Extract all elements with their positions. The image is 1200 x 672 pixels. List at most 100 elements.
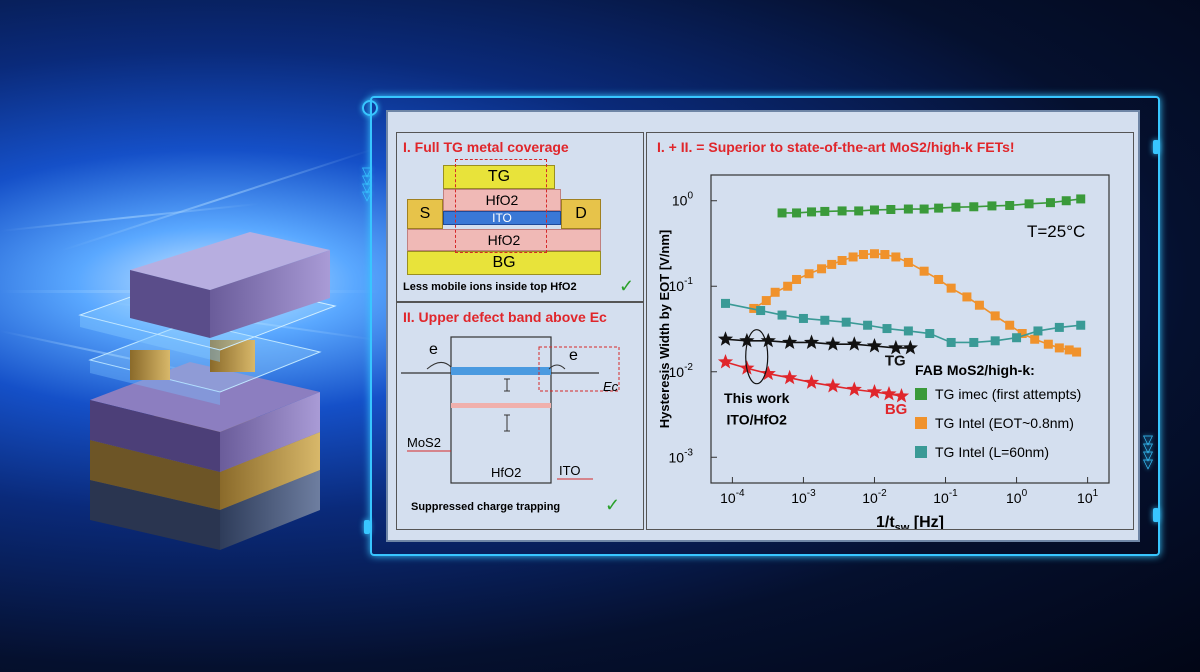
x-axis-label: 1/tsw [Hz] [876,514,944,529]
series-line [753,252,1077,353]
electron-left-label: e [429,341,438,358]
data-point [1076,320,1086,330]
data-point-star [717,331,734,346]
frame-accent-right-bottom [1153,508,1159,522]
data-point [1017,329,1027,339]
drain-contact: D [561,199,601,229]
data-point [903,257,913,267]
legend-title: FAB MoS2/high-k: [915,362,1035,378]
hfo2-label: HfO2 [491,465,522,480]
data-point [1076,194,1086,204]
data-point [969,202,979,212]
legend-entry: TG Intel (L=60nm) [935,444,1049,460]
data-point [848,252,858,262]
hysteresis-chart: 10-4 10-3 10-2 10-1 100 101 10-3 10-2 10-1 100 1/t… [657,174,1110,529]
data-point [974,300,984,310]
data-point [1045,198,1055,208]
data-point [837,206,847,216]
data-point-star [902,339,918,355]
legend-entry: TG imec (first attempts) [935,386,1081,402]
frame-accent-left-bottom [364,520,370,534]
section-1: I. Full TG metal coverage TG HfO2 S D IT… [396,132,644,302]
data-point [1005,200,1015,210]
data-point [1033,326,1043,336]
x-tick-label: 10-3 [791,488,816,506]
data-point [1064,345,1074,355]
data-point [969,337,979,347]
data-point [919,266,929,276]
data-point [783,281,793,291]
data-point [858,250,868,260]
data-point [721,298,731,308]
source-contact: S [407,199,443,229]
data-point [1072,347,1082,357]
data-point [1054,322,1064,332]
y-tick-label: 100 [672,191,694,209]
data-point [919,204,929,214]
data-point [1005,320,1015,330]
check-icon: ✓ [605,495,621,515]
data-point [756,306,766,316]
band-diagram [401,336,620,484]
data-point [990,336,1000,346]
data-point [1061,196,1071,206]
x-tick-label: 100 [1006,488,1028,506]
y-axis-label: Hysteresis Width by EOT [V/nm] [657,230,672,429]
data-point [1043,339,1053,349]
data-point-star [803,374,820,389]
data-point [880,250,890,260]
data-point [807,207,817,217]
data-point [863,320,873,330]
data-point [854,206,864,216]
series-line [725,338,911,349]
data-point-star [739,332,755,348]
data-point-star [717,354,734,369]
data-point [770,287,780,297]
data-point [837,256,847,266]
data-point-star [825,378,841,393]
this-work-ellipse [745,329,769,385]
chart-title: I. + II. = Superior to state-of-the-art … [657,139,1015,155]
ito-layer: ITO [443,211,561,225]
data-point [777,208,787,218]
ec-label: Ec [603,379,619,394]
data-point [761,296,771,306]
data-point [990,311,1000,321]
x-tick-label: 10-1 [933,488,958,506]
x-tick-label: 101 [1077,488,1099,506]
x-tick-label: 10-2 [862,488,887,506]
mos2-label: MoS2 [407,435,441,450]
section-2: II. Upper defect band above Ec e e Ec Mo… [396,302,644,530]
chevron-down-icon: ▽ ▽ ▽ ▽ [1143,432,1153,471]
data-point [882,324,892,334]
frame-accent-top [362,100,378,116]
data-point [925,329,935,339]
data-point [820,206,830,216]
data-point [869,205,879,215]
legend-swatch [915,417,927,429]
data-point [792,208,802,218]
this-work-label: This work [724,390,790,406]
bg-layer: BG [407,251,601,275]
data-point [962,292,972,302]
legend-entry: TG Intel (EOT~0.8nm) [935,415,1074,431]
data-point-star [803,334,820,349]
top-hfo2-layer: HfO2 [443,189,561,211]
data-point [869,249,879,259]
chart-section: I. + II. = Superior to state-of-the-art … [646,132,1134,530]
plot-area [710,174,1110,484]
data-point [987,201,997,211]
panel-frame [370,96,1160,556]
chevron-down-icon: ▽ ▽ ▽ ▽ [362,164,372,203]
electron-right-label: e [569,347,578,364]
data-point-star [881,385,897,401]
data-point [946,337,956,347]
data-point [903,204,913,214]
data-point [886,204,896,214]
data-point [951,202,961,212]
data-point-star [893,388,910,403]
data-point [903,326,913,336]
data-point [820,315,830,325]
data-point [934,274,944,284]
x-tick-label: 10-4 [720,488,745,506]
